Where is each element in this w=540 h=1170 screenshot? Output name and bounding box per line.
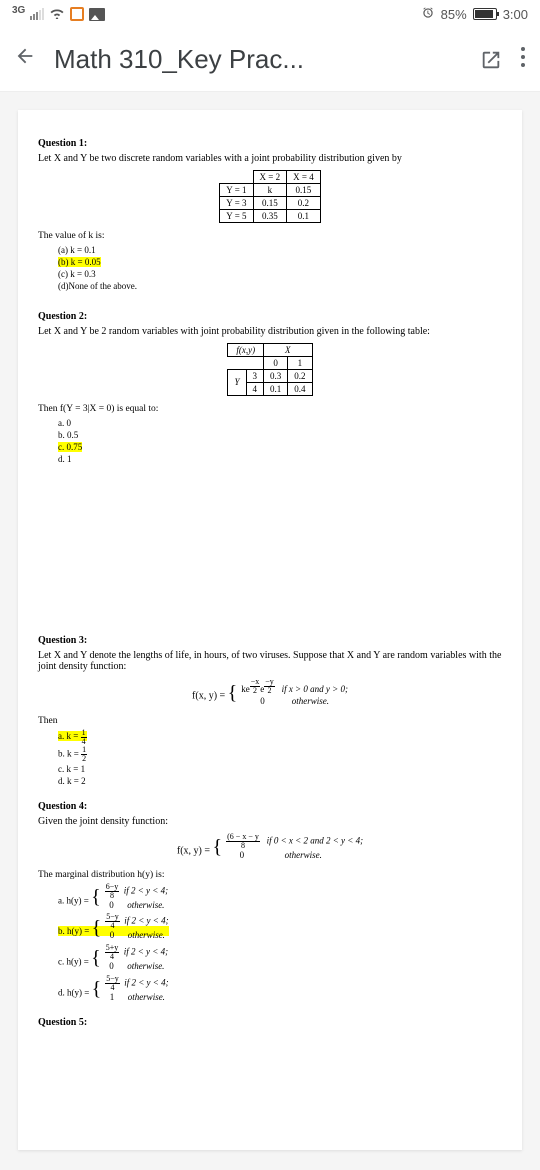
q2-X: X [264, 343, 313, 356]
q1-r2c0: Y = 3 [220, 197, 253, 210]
q2-text: Let X and Y be 2 random variables with j… [38, 326, 502, 337]
q4-formula: f(x, y) = { (6 − x − y8 if 0 < x < 2 and… [38, 833, 502, 862]
q2-fxy: f(x,y) [228, 343, 264, 356]
back-button[interactable] [14, 45, 36, 74]
q3-case2: otherwise. [292, 696, 329, 706]
status-right: 85% 3:00 [421, 6, 528, 23]
app-bar: Math 310_Key Prac... [0, 28, 540, 92]
q1-r3c0: Y = 5 [220, 210, 253, 223]
q2-r1-1: 0.2 [288, 369, 312, 382]
q1-r3c1: 0.35 [253, 210, 287, 223]
more-options-button[interactable] [520, 46, 526, 74]
q3-opt-d: d. k = 2 [58, 775, 502, 787]
q3-opt-c: c. k = 1 [58, 763, 502, 775]
q4-opt-c: c. h(y) = {5+y4 if 2 < y < 4; 0 otherwis… [58, 944, 502, 973]
q4-case2: otherwise. [285, 850, 322, 860]
q2-subtext: Then f(Y = 3|X = 0) is equal to: [38, 404, 502, 414]
battery-percent: 85% [441, 7, 467, 22]
q3-text: Let X and Y denote the lengths of life, … [38, 650, 502, 672]
network-3g-label: 3G [12, 5, 25, 16]
q1-h-x4: X = 4 [287, 171, 321, 184]
status-left: 3G [12, 6, 105, 22]
q3-formula: f(x, y) = { ke−x2e−y2 if x > 0 and y > 0… [38, 678, 502, 707]
q4-options: a. h(y) = {6−y8 if 2 < y < 4; 0 otherwis… [58, 883, 502, 1004]
q1-r1c0: Y = 1 [220, 184, 253, 197]
q4-opt-a-pre: a. h(y) = [58, 895, 91, 905]
q4-formula-lhs: f(x, y) = [177, 845, 213, 856]
q4-opt-b-pre: b. h(y) = [58, 926, 92, 936]
q1-options: (a) k = 0.1 (b) k = 0.05 (c) k = 0.3 (d)… [58, 244, 502, 293]
q3-case1: if x > 0 and y > 0; [282, 684, 348, 694]
q3-heading: Question 3: [38, 635, 502, 646]
q2-opt-b: b. 0.5 [58, 429, 502, 441]
q2-opt-c-highlight: c. 0.75 [58, 442, 82, 452]
q1-r3c2: 0.1 [287, 210, 321, 223]
q1-r2c2: 0.2 [287, 197, 321, 210]
q1-h-x2: X = 2 [253, 171, 287, 184]
q1-subtext: The value of k is: [38, 231, 502, 241]
q2-r1-0: 0.3 [264, 369, 288, 382]
q2-opt-c: c. 0.75 [58, 441, 502, 453]
picture-indicator-icon [89, 8, 105, 21]
q2-r2-0: 0.1 [264, 382, 288, 395]
q3-opt-a: a. k = 14 [58, 729, 502, 746]
q4-opt-d-pre: d. h(y) = [58, 987, 92, 997]
q2-r2-1: 0.4 [288, 382, 312, 395]
q2-c0: 0 [264, 356, 288, 369]
q4-text: Given the joint density function: [38, 816, 502, 827]
document-page: Question 1: Let X and Y be two discrete … [18, 110, 522, 1150]
q4-heading: Question 4: [38, 801, 502, 812]
app-indicator-orange-icon [70, 7, 84, 21]
q3-opt-b-pre: b. k = [58, 748, 81, 758]
q1-r1c2: 0.15 [287, 184, 321, 197]
q2-c1: 1 [288, 356, 312, 369]
page-title: Math 310_Key Prac... [54, 44, 462, 75]
q3-opt-b: b. k = 12 [58, 746, 502, 763]
q2-Y: Y [228, 369, 246, 395]
q4-case1: if 0 < x < 2 and 2 < y < 4; [267, 835, 364, 845]
q3-opt-a-pre: a. k = [58, 731, 81, 741]
wifi-icon [49, 6, 65, 22]
q2-r1y: 3 [246, 369, 264, 382]
q1-opt-c: (c) k = 0.3 [58, 268, 502, 280]
q4-opt-d: d. h(y) = {5−y4 if 2 < y < 4; 1 otherwis… [58, 975, 502, 1004]
document-viewport[interactable]: Question 1: Let X and Y be two discrete … [0, 92, 540, 1168]
open-external-button[interactable] [480, 49, 502, 71]
signal-icon [30, 8, 44, 20]
q1-opt-a: (a) k = 0.1 [58, 244, 502, 256]
q4-opt-a: a. h(y) = {6−y8 if 2 < y < 4; 0 otherwis… [58, 883, 502, 912]
battery-icon [473, 8, 497, 20]
q4-opt-c-pre: c. h(y) = [58, 956, 91, 966]
q1-heading: Question 1: [38, 138, 502, 149]
q1-text: Let X and Y be two discrete random varia… [38, 153, 502, 164]
alarm-icon [421, 6, 435, 23]
q1-opt-d: (d)None of the above. [58, 280, 502, 292]
status-bar: 3G 85% 3:00 [0, 0, 540, 28]
q2-options: a. 0 b. 0.5 c. 0.75 d. 1 [58, 417, 502, 466]
q3-options: a. k = 14 b. k = 12 c. k = 1 d. k = 2 [58, 729, 502, 787]
q1-opt-b: (b) k = 0.05 [58, 256, 502, 268]
q2-opt-a: a. 0 [58, 417, 502, 429]
q3-then: Then [38, 716, 502, 726]
clock-time: 3:00 [503, 7, 528, 22]
q2-heading: Question 2: [38, 311, 502, 322]
q1-opt-b-highlight: (b) k = 0.05 [58, 257, 101, 267]
q2-r2y: 4 [246, 382, 264, 395]
q1-r2c1: 0.15 [253, 197, 287, 210]
q5-heading: Question 5: [38, 1017, 502, 1028]
q4-subtext: The marginal distribution h(y) is: [38, 870, 502, 880]
q4-opt-b: b. h(y) = {5−y4 if 2 < y < 4; 0 otherwis… [58, 913, 502, 942]
q1-table: X = 2X = 4 Y = 1k0.15 Y = 30.150.2 Y = 5… [219, 170, 320, 223]
q2-opt-d: d. 1 [58, 453, 502, 465]
q1-r1c1: k [253, 184, 287, 197]
q3-formula-lhs: f(x, y) = [192, 691, 228, 702]
q2-table: f(x,y)X 01 Y30.30.2 40.10.4 [227, 343, 312, 396]
